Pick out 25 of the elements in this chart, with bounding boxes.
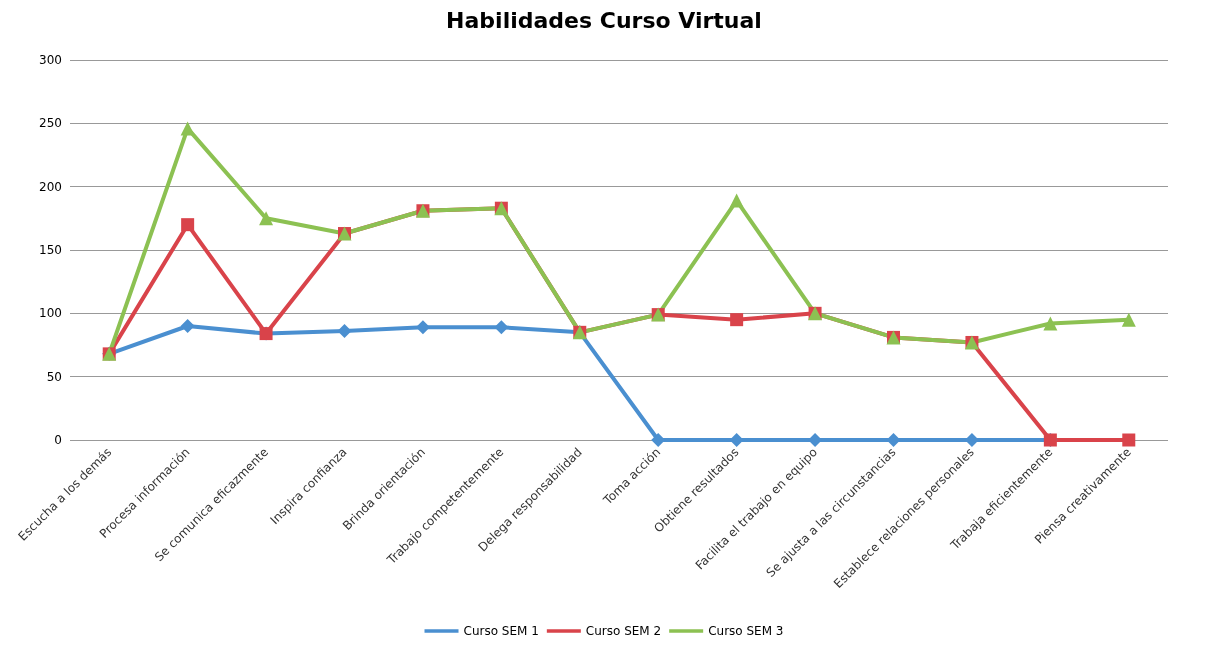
chart-title: Habilidades Curso Virtual	[446, 7, 762, 33]
y-tick-label: 200	[39, 179, 62, 194]
y-tick-label: 50	[46, 369, 62, 384]
point	[494, 320, 509, 335]
point	[886, 433, 901, 447]
point	[730, 313, 744, 327]
point	[1043, 316, 1058, 331]
y-tick-label: 150	[39, 243, 62, 257]
y-tick-label: 0	[54, 433, 62, 447]
legend-label: Curso SEM 3	[708, 624, 784, 638]
point	[1122, 433, 1136, 447]
point	[1121, 312, 1136, 327]
y-tick-label: 300	[39, 53, 62, 67]
point	[180, 121, 195, 136]
y-tick-label: 250	[39, 116, 62, 131]
point	[337, 324, 352, 339]
point	[180, 319, 195, 333]
legend-label: Curso SEM 1	[463, 624, 539, 638]
point	[181, 218, 195, 232]
point	[415, 320, 430, 335]
legend-label: Curso SEM 2	[585, 624, 662, 638]
point	[259, 211, 274, 226]
point	[729, 433, 744, 447]
y-tick-label: 100	[39, 306, 62, 321]
point	[729, 193, 744, 208]
